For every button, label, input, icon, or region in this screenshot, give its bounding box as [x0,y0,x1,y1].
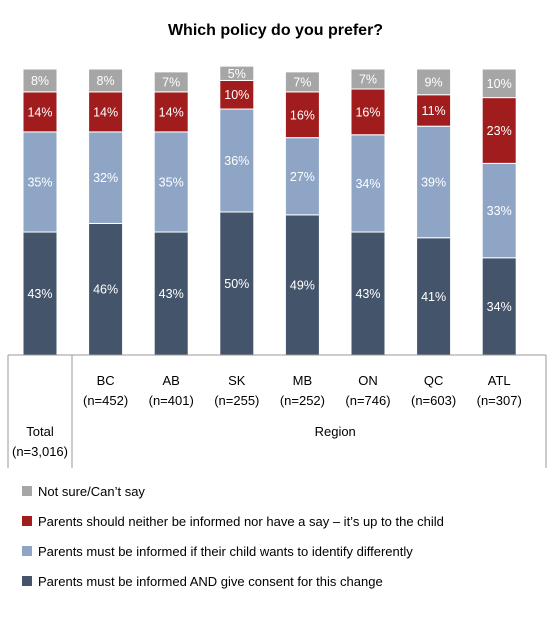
legend-item: Parents should neither be informed nor h… [22,506,444,536]
category-sample-size: (n=252) [280,393,325,408]
bar-segment [350,231,386,356]
data-label: 34% [355,177,380,191]
bar-segment [350,88,386,136]
data-label: 16% [355,105,380,119]
category-label: BC [97,373,115,388]
data-label: 49% [290,278,315,292]
data-label: 9% [425,75,443,89]
bar-segment [219,211,255,356]
bar-segment [22,91,58,133]
bar-segment [284,137,320,216]
bar-segment [22,68,58,93]
category-label: ATL [488,373,511,388]
bar-segment [416,68,452,96]
category-label: AB [163,373,180,388]
data-label: 34% [487,300,512,314]
group-label: Region [315,424,356,439]
data-label: 14% [27,105,52,119]
data-label: 7% [293,75,311,89]
bar-segment [153,131,189,233]
data-label: 8% [31,74,49,88]
category-sample-size: (n=255) [214,393,259,408]
data-label: 16% [290,108,315,122]
category-label: SK [228,373,246,388]
bar-segment [284,214,320,356]
legend-item: Parents must be informed if their child … [22,536,444,566]
data-label: 32% [93,171,118,185]
data-label: 14% [159,105,184,119]
bar-segment [219,65,255,81]
bar-segment [22,131,58,233]
data-label: 39% [421,175,446,189]
category-sample-size: (n=603) [411,393,456,408]
category-label: MB [293,373,313,388]
stacked-bar-chart: 43% 35% 14% 8% 46% 32% 14% 8% 43% 35% 14% 7% 50% 36% 1… [7,65,547,468]
legend-label: Parents must be informed AND give consen… [38,573,383,589]
chart-title: Which policy do you prefer? [167,22,384,39]
data-label: 50% [224,277,249,291]
data-label: 43% [355,287,380,301]
legend: Not sure/Can’t say Parents should neither… [22,476,444,596]
legend-item: Not sure/Can’t say [22,476,444,506]
category-label: Total [26,424,54,439]
legend-label: Not sure/Can’t say [38,483,145,499]
data-label: 43% [159,287,184,301]
bar-segment [153,71,189,93]
data-label: 27% [290,170,315,184]
data-label: 43% [27,287,52,301]
data-label: 41% [421,290,446,304]
bar-segment [284,71,320,93]
category-sample-size: (n=746) [345,393,390,408]
bar-segment [481,68,517,99]
legend-swatch [22,546,32,556]
bar-segment [88,68,124,93]
bar-segment [416,94,452,127]
data-label: 35% [27,175,52,189]
data-label: 33% [487,204,512,218]
legend-item: Parents must be informed AND give consen… [22,566,444,596]
bar-segment [481,97,517,164]
data-label: 46% [93,283,118,297]
data-label: 23% [487,124,512,138]
category-sample-size: (n=3,016) [12,444,68,459]
data-label: 36% [224,154,249,168]
legend-swatch [22,576,32,586]
bar-segment [219,79,255,110]
legend-swatch [22,516,32,526]
data-label: 10% [487,77,512,91]
category-sample-size: (n=452) [83,393,128,408]
data-label: 11% [422,104,446,118]
bar-segment [284,91,320,139]
data-label: 8% [97,74,115,88]
legend-label: Parents should neither be informed nor h… [38,513,444,529]
category-label: QC [424,373,444,388]
legend-swatch [22,486,32,496]
bar-segment [350,68,386,90]
category-sample-size: (n=307) [477,393,522,408]
data-label: 14% [93,105,118,119]
data-label: 7% [162,75,180,89]
bar-segment [350,134,386,233]
bar-segment [88,131,124,224]
bar-segment [22,231,58,356]
legend-label: Parents must be informed if their child … [38,543,413,559]
bar-segment [153,91,189,133]
category-sample-size: (n=401) [149,393,194,408]
data-label: 10% [224,88,249,102]
bar-segment [416,125,452,239]
category-label: ON [358,373,378,388]
data-label: 5% [228,67,246,81]
data-label: 35% [159,175,184,189]
bar-segment [219,108,255,213]
data-label: 7% [359,73,377,87]
